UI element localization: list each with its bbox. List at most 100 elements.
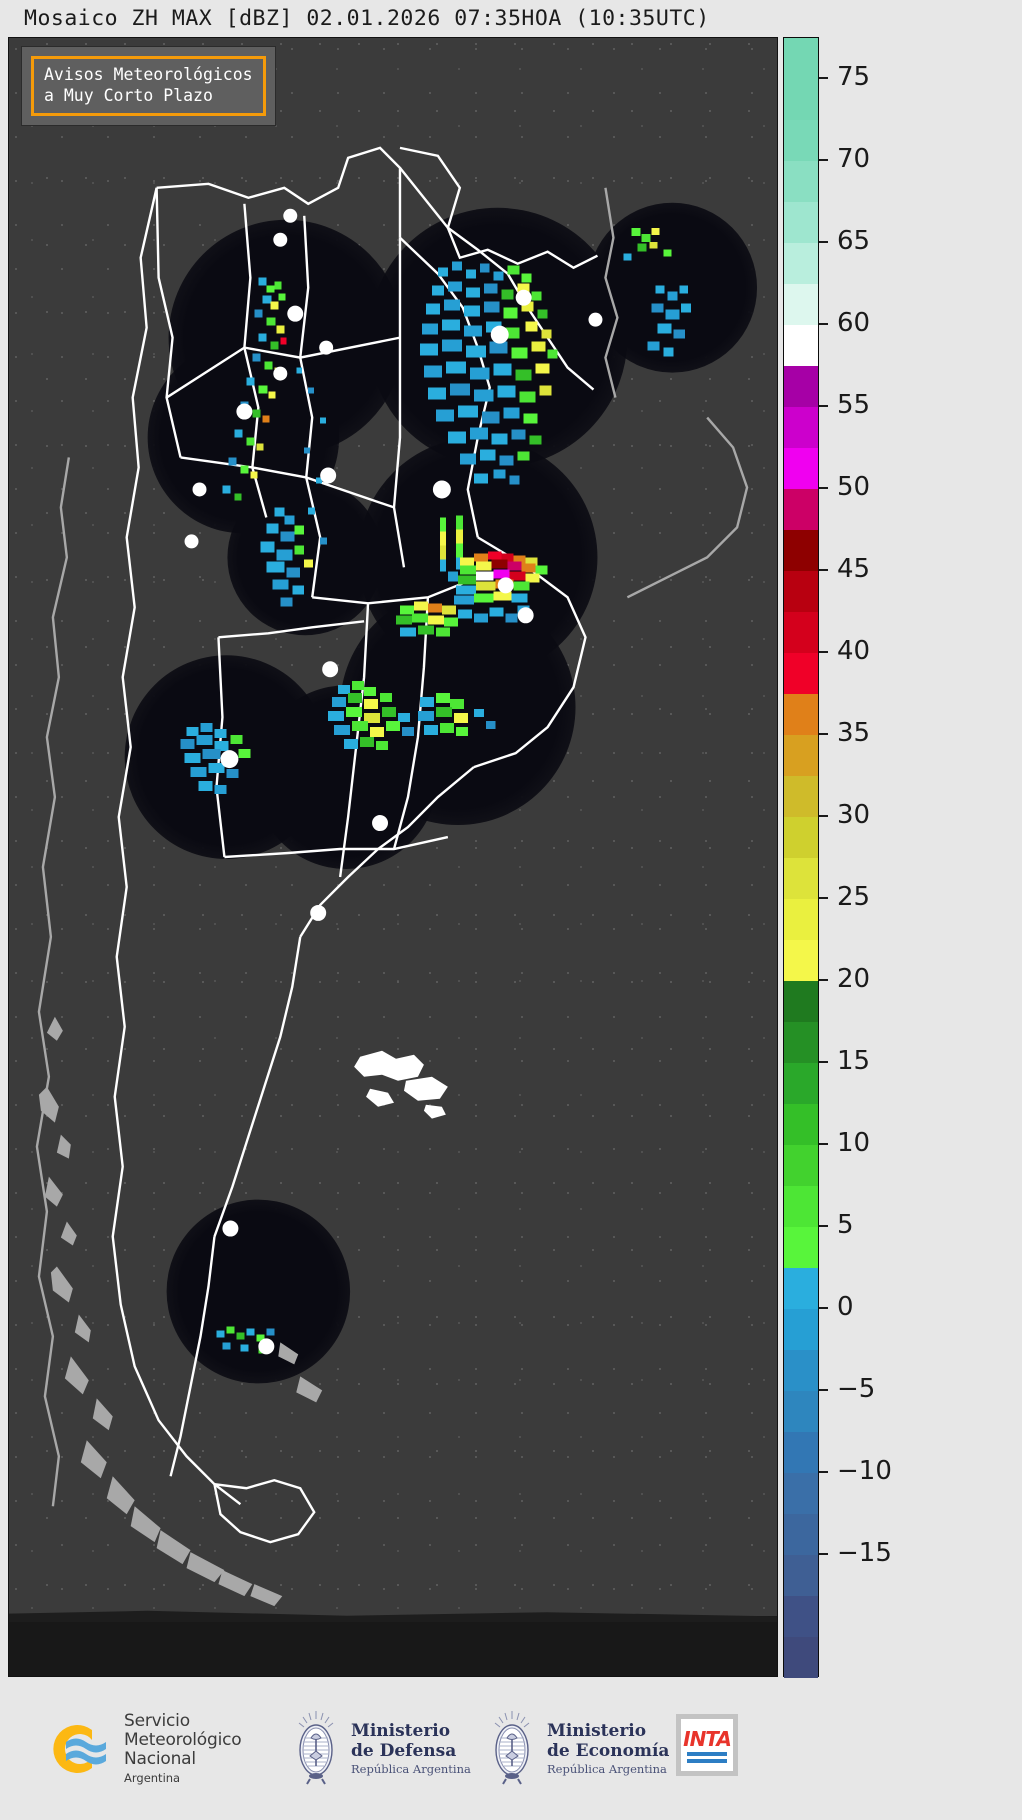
colorbar-segment (784, 1555, 818, 1596)
colorbar-tick-label: 5 (837, 1210, 854, 1240)
logo-servicio-meteorologico-nacional[interactable]: Servicio Meteorológico Nacional Argentin… (40, 1712, 242, 1785)
echo-cluster-northeast (419, 261, 558, 485)
colorbar-segment (784, 1145, 818, 1186)
colorbar: 75 70 65 60 55 50 45 40 35 30 25 20 15 10 5 0 −5 −10 −15 (783, 37, 892, 1678)
colorbar-tick-label: 0 (837, 1292, 854, 1322)
colorbar-tick-label: −10 (837, 1456, 892, 1486)
colorbar-segment (784, 284, 818, 325)
colorbar-tick-line (819, 241, 828, 243)
colorbar-tick-line (819, 77, 828, 79)
colorbar-segment (784, 940, 818, 981)
colorbar-tick-label: 55 (837, 390, 871, 420)
min-economia-line-1: Ministerio (547, 1721, 647, 1741)
echo-cluster-intense-core (395, 515, 548, 637)
colorbar-tick-line (819, 897, 828, 899)
colorbar-tick-line (819, 1307, 828, 1309)
malvinas-islands (354, 1050, 448, 1119)
inta-frame: INTA (676, 1714, 738, 1776)
colorbar-segment (784, 530, 818, 571)
min-defensa-line-3: República Argentina (351, 1762, 471, 1776)
colorbar-segment (784, 1514, 818, 1555)
colorbar-segment (784, 366, 818, 407)
colorbar-segment (784, 407, 818, 448)
colorbar-tick-label: 30 (837, 800, 871, 830)
echo-cluster-central-west (260, 507, 328, 607)
echo-cluster-misiones (623, 227, 692, 357)
colorbar-segment (784, 120, 818, 161)
colorbar-segment (784, 981, 818, 1022)
colorbar-tick-line (819, 651, 828, 653)
colorbar-tick-label: 60 (837, 308, 871, 338)
map-canvas: Avisos Meteorológicos a Muy Corto Plazo (9, 38, 777, 1676)
warning-legend-box[interactable]: Avisos Meteorológicos a Muy Corto Plazo (21, 46, 276, 126)
min-defensa-line-2: de Defensa (351, 1740, 457, 1761)
colorbar-segment (784, 817, 818, 858)
colorbar-tick-line (819, 1553, 828, 1555)
colorbar-segment (784, 899, 818, 940)
colorbar-ticks: 75 70 65 60 55 50 45 40 35 30 25 20 15 10 5 0 −5 −10 −15 (819, 37, 939, 1677)
smn-line-3: Nacional (124, 1749, 196, 1769)
southern-ocean-band (9, 1616, 777, 1676)
inta-bar-top (687, 1752, 727, 1756)
colorbar-segment (784, 1022, 818, 1063)
colorbar-segment (784, 161, 818, 202)
logo-ministerio-de-defensa[interactable]: Ministerio de Defensa República Argentin… (292, 1710, 471, 1788)
colorbar-segment (784, 489, 818, 530)
radar-map-panel[interactable]: Avisos Meteorológicos a Muy Corto Plazo (8, 37, 778, 1677)
colorbar-tick-label: 65 (837, 226, 871, 256)
colorbar-segment (784, 694, 818, 735)
colorbar-tick-label: −5 (837, 1374, 876, 1404)
colorbar-tick-line (819, 1143, 828, 1145)
colorbar-tick-label: 15 (837, 1046, 871, 1076)
colorbar-tick-label: 45 (837, 554, 871, 584)
colorbar-tick-line (819, 1225, 828, 1227)
colorbar-segment (784, 202, 818, 243)
colorbar-segment (784, 1227, 818, 1268)
colorbar-tick-line (819, 979, 828, 981)
colorbar-tick-label: 40 (837, 636, 871, 666)
min-economia-line-2: de Economía (547, 1740, 670, 1761)
radar-site-markers (184, 208, 603, 1355)
warning-legend-frame: Avisos Meteorológicos a Muy Corto Plazo (31, 56, 266, 116)
colorbar-segment (784, 612, 818, 653)
footer-logos-bar: Servicio Meteorológico Nacional Argentin… (0, 1684, 1022, 1820)
colorbar-tick-label: 10 (837, 1128, 871, 1158)
colorbar-segment (784, 776, 818, 817)
colorbar-tick-line (819, 733, 828, 735)
colorbar-segment (784, 1309, 818, 1350)
patagonian-archipelago (38, 1016, 323, 1607)
colorbar-segment (784, 1186, 818, 1227)
min-defensa-line-1: Ministerio (351, 1721, 451, 1741)
colorbar-segment (784, 38, 818, 79)
logo-ministerio-de-economia[interactable]: Ministerio de Economía República Argenti… (488, 1710, 669, 1788)
colorbar-tick-line (819, 1389, 828, 1391)
smn-mark-icon (53, 1724, 106, 1773)
argentina-coat-of-arms-icon (494, 1711, 530, 1785)
colorbar-tick-label: 35 (837, 718, 871, 748)
colorbar-tick-label: 50 (837, 472, 871, 502)
colorbar-segment (784, 571, 818, 612)
colorbar-segment (784, 735, 818, 776)
colorbar-gradient (783, 37, 819, 1678)
smn-line-2: Meteorológico (124, 1730, 242, 1750)
colorbar-tick-line (819, 487, 828, 489)
colorbar-tick-label: 25 (837, 882, 871, 912)
colorbar-tick-label: 20 (837, 964, 871, 994)
inta-bar-bottom (687, 1759, 727, 1763)
colorbar-segment (784, 1063, 818, 1104)
colorbar-tick-line (819, 569, 828, 571)
colorbar-segment (784, 1391, 818, 1432)
colorbar-segment (784, 1432, 818, 1473)
colorbar-segment (784, 1637, 818, 1678)
warning-line-1: Avisos Meteorológicos (44, 65, 253, 84)
colorbar-tick-line (819, 815, 828, 817)
colorbar-segment (784, 1596, 818, 1637)
colorbar-segment (784, 1268, 818, 1309)
colorbar-segment (784, 1104, 818, 1145)
warning-line-2: a Muy Corto Plazo (44, 86, 213, 105)
logo-inta[interactable]: INTA (676, 1714, 738, 1776)
map-vector-layer (35, 146, 758, 1607)
colorbar-tick-label: −15 (837, 1538, 892, 1568)
min-economia-line-3: República Argentina (547, 1762, 667, 1776)
colorbar-tick-line (819, 1471, 828, 1473)
